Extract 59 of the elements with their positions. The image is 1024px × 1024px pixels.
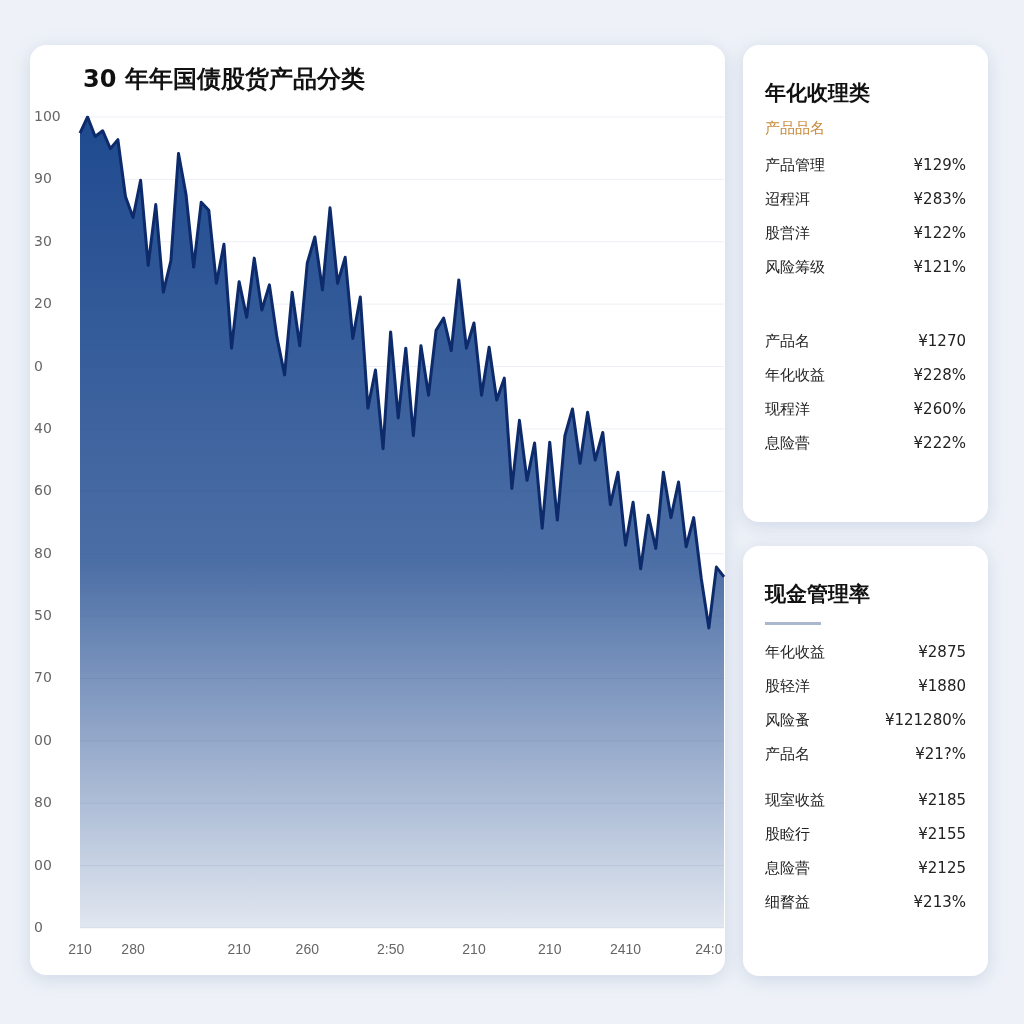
text: 风险蚤 [765,710,810,731]
text: 现室收益 [765,790,825,811]
x-tick-label: 2410 [609,941,642,957]
text: 年化收理类 [765,80,871,107]
text: 股轻洋 [765,676,810,697]
text: ¥121280% [884,710,966,731]
text: 息险瞢 [765,858,810,879]
text: 产品名 [765,331,810,352]
text: ¥21?% [915,744,966,765]
text: ¥260% [913,399,966,420]
x-tick-label: 260 [295,941,320,957]
text: ¥213% [913,892,966,913]
text: ¥129% [913,155,966,176]
text: 30 [34,232,52,249]
text: 产品名 [765,744,810,765]
chart-title: 30 年年国债股货产品分类 [83,65,365,93]
text: ¥283% [913,189,966,210]
text: 80 [34,794,52,811]
text: 年化收益 [765,365,825,386]
text: 00 [34,731,52,748]
text: 70 [34,669,52,686]
text: ¥228% [913,365,966,386]
text: 现程洋 [765,399,810,420]
text: 60 [34,482,52,499]
text: ¥2155 [918,824,966,845]
text: 90 [34,170,52,187]
text: ¥1270 [918,331,966,352]
text: ¥2125 [918,858,966,879]
text: 年化收益 [765,642,825,663]
x-tick-label: 280 [121,941,145,957]
text: 00 [34,856,52,873]
text: 20 [34,295,52,312]
text: 风险筹级 [765,257,825,278]
text: ¥222% [913,433,966,454]
text: 股睑行 [765,824,810,845]
text: 细瞀益 [765,892,810,913]
x-tick-label: 2:50 [377,941,405,957]
text: 50 [34,607,52,624]
x-tick-label: 210 [227,941,251,957]
x-tick-label: 210 [68,941,92,957]
text: 80 [34,544,52,561]
text: 股営洋 [765,223,810,244]
text: 产品品名 [765,119,826,138]
x-tick-label: 210 [538,941,562,957]
text: 40 [34,419,52,436]
x-tick-label: 210 [462,941,486,957]
x-tick-label: 24:0 [695,941,723,957]
text: ¥2875 [918,642,966,663]
text: 息险瞢 [765,433,810,454]
text: 0 [34,919,43,935]
text: ¥1880 [918,676,966,697]
text: ¥121% [913,257,966,278]
text: ¥2185 [918,790,966,811]
text: 产品管理 [765,155,825,176]
text: 0 [34,357,43,374]
text: 100 [34,108,61,124]
text: 现金管理率 [765,581,871,608]
text: ¥122% [913,223,966,244]
text: 迢程洱 [765,189,810,210]
